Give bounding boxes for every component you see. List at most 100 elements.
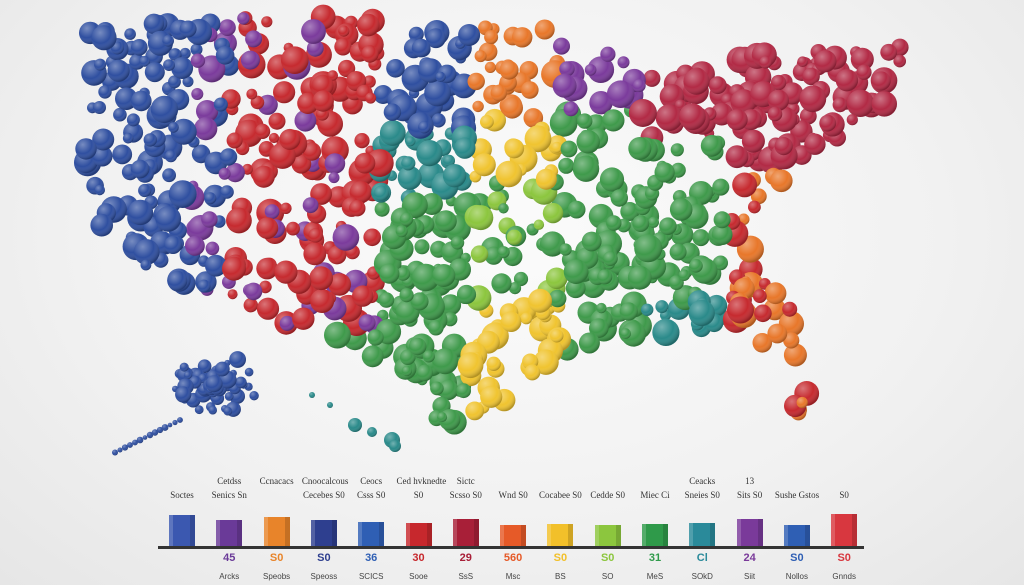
legend-mid-label: Cecebes S0 (303, 490, 345, 500)
legend-mid-label: Csss S0 (357, 490, 386, 500)
map-bubble-shade (354, 133, 370, 149)
map-bubble-shade (528, 288, 552, 313)
legend-column: Soctes (160, 466, 204, 585)
map-bubble-shade (432, 348, 459, 375)
alaska-bubble-shade (235, 376, 247, 389)
legend-bar (216, 520, 243, 546)
map-bubble-shade (619, 302, 638, 321)
alaska-bubble-shade (175, 386, 192, 403)
map-bubble-shade (533, 219, 545, 230)
map-bubble-shade (725, 145, 749, 169)
legend-bar (594, 525, 621, 546)
map-bubble-shade (327, 245, 347, 265)
map-bubble-shade (328, 172, 340, 184)
map-bubble-shade (379, 263, 400, 284)
map-bubble-shade (416, 364, 434, 382)
map-bubble-shade (399, 212, 414, 226)
map-bubble-shade (264, 204, 280, 220)
legend-mid-label: Senics Sn (211, 490, 247, 500)
map-bubble-shade (548, 289, 567, 308)
map-bubble-shade (312, 90, 334, 112)
map-bubble-shade (112, 144, 133, 165)
map-bubble-shade (457, 352, 484, 379)
map-bubble-shade (712, 178, 730, 196)
legend-foot-label: Arcks (219, 572, 240, 581)
map-bubble-shade (268, 112, 286, 130)
map-bubble-shade (279, 315, 295, 331)
map-bubble-shade (363, 75, 376, 88)
map-bubble-shade (467, 72, 485, 91)
map-bubble-shade (256, 257, 278, 280)
map-bubble-shade (122, 132, 134, 144)
legend-column: Cnoocalcous Cecebes S0 S0 Speoss (301, 466, 349, 585)
legend-top-label: Cnoocalcous (301, 476, 349, 486)
aleutian-bubble-shade (161, 424, 169, 431)
map-bubble-shade (454, 137, 476, 159)
map-bubble-shade (361, 45, 379, 63)
map-bubble-shade (311, 74, 334, 97)
legend-value: S0 (553, 552, 568, 564)
map-bubble-shade (501, 97, 523, 119)
map-bubble-shade (748, 200, 761, 214)
legend-value: 29 (459, 552, 472, 564)
map-bubble-shade (617, 56, 630, 69)
legend-column: Ceocs Csss S0 36 SCICS (349, 466, 393, 585)
map-bubble-shade (524, 364, 541, 381)
map-bubble-shade (565, 278, 586, 299)
map-bubble-shade (302, 197, 319, 214)
map-bubble-shade (692, 229, 710, 247)
legend-foot-label: SsS (458, 572, 474, 581)
legend-bar (452, 519, 479, 546)
legend-column: Cedde S0 S0 SO (586, 466, 630, 585)
map-bubble-shade (596, 302, 607, 314)
map-bubble-shade (435, 71, 446, 82)
map-bubble-shade (643, 69, 661, 87)
legend-value: S0 (317, 552, 331, 564)
hawaii-bubble-shade (348, 418, 362, 432)
map-bubble-shade (567, 200, 586, 219)
legend-foot-label: SO (601, 572, 614, 581)
legend-foot-label: Speobs (263, 572, 291, 581)
map-bubble-shade (130, 159, 150, 179)
aleutian-bubble-shade (146, 431, 154, 439)
map-bubble-shade (741, 129, 765, 153)
legend-column: Cetdss Senics Sn 45 Arcks (207, 466, 251, 585)
map-bubble-shade (338, 25, 350, 37)
map-bubble-shade (268, 132, 280, 144)
map-bubble-shade (162, 35, 174, 47)
map-bubble-shade (465, 401, 485, 421)
map-bubble-shade (374, 201, 390, 217)
map-bubble-shade (286, 221, 300, 236)
aleutian-bubble-shade (172, 419, 178, 426)
map-bubble-shade (545, 267, 568, 290)
map-bubble-shade (435, 210, 457, 232)
alaska-bubble-shade (205, 375, 223, 393)
map-bubble-shade (292, 307, 315, 330)
map-bubble-shade (563, 259, 589, 284)
map-bubble-shade (678, 103, 706, 131)
map-bubble-shade (474, 50, 487, 63)
map-bubble-shade (422, 350, 435, 363)
map-bubble-shade (767, 89, 790, 111)
map-bubble-shade (558, 157, 575, 174)
legend-mid-label: Miec Ci (640, 490, 670, 500)
map-bubble-shade (411, 38, 431, 58)
legend-mid-label: Sushe Gstos (774, 490, 820, 500)
map-bubble-shade (226, 132, 243, 149)
map-bubble-shade (782, 301, 798, 317)
map-bubble-shade (397, 165, 422, 190)
alaska-bubble-shade (244, 367, 254, 377)
legend-column: Sictc Scsso S0 29 SsS (444, 466, 488, 585)
map-bubble-shade (726, 109, 748, 131)
map-bubble-shade (498, 203, 509, 214)
legend-foot-label: Msc (505, 572, 521, 581)
map-bubble-shade (163, 59, 175, 71)
map-bubble-shade (732, 172, 757, 198)
map-bubble-shade (155, 206, 182, 232)
legend-value: S0 (269, 552, 284, 564)
map-bubble-shade (190, 53, 206, 68)
legend-bar (500, 525, 527, 546)
map-bubble-shade (767, 323, 788, 344)
map-bubble-shade (365, 149, 394, 177)
map-bubble-shade (634, 234, 663, 263)
